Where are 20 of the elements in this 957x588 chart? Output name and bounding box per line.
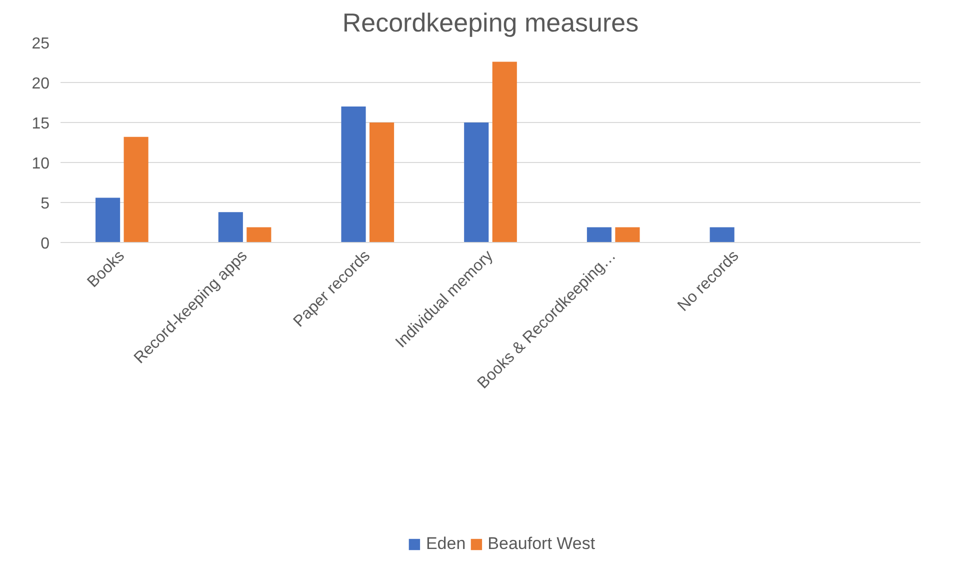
bar	[246, 227, 272, 242]
bar	[218, 212, 243, 242]
legend-label: Beaufort West	[488, 534, 596, 554]
bar	[615, 227, 640, 242]
bar	[124, 136, 148, 242]
bar	[341, 106, 366, 242]
y-tick-label: 25	[32, 36, 50, 52]
chart-title: Recordkeeping measures	[342, 8, 639, 38]
y-tick-label: 20	[32, 76, 50, 92]
bar	[710, 227, 734, 242]
y-tick-label: 10	[32, 156, 50, 172]
legend-label: Eden	[426, 534, 466, 554]
bar	[369, 122, 394, 242]
bar	[586, 227, 612, 242]
bar	[96, 198, 120, 242]
bar	[464, 122, 489, 242]
y-tick-label: 5	[40, 196, 50, 212]
y-tick-label: 0	[40, 236, 50, 252]
bar	[492, 62, 517, 242]
y-tick-label: 15	[32, 116, 50, 132]
